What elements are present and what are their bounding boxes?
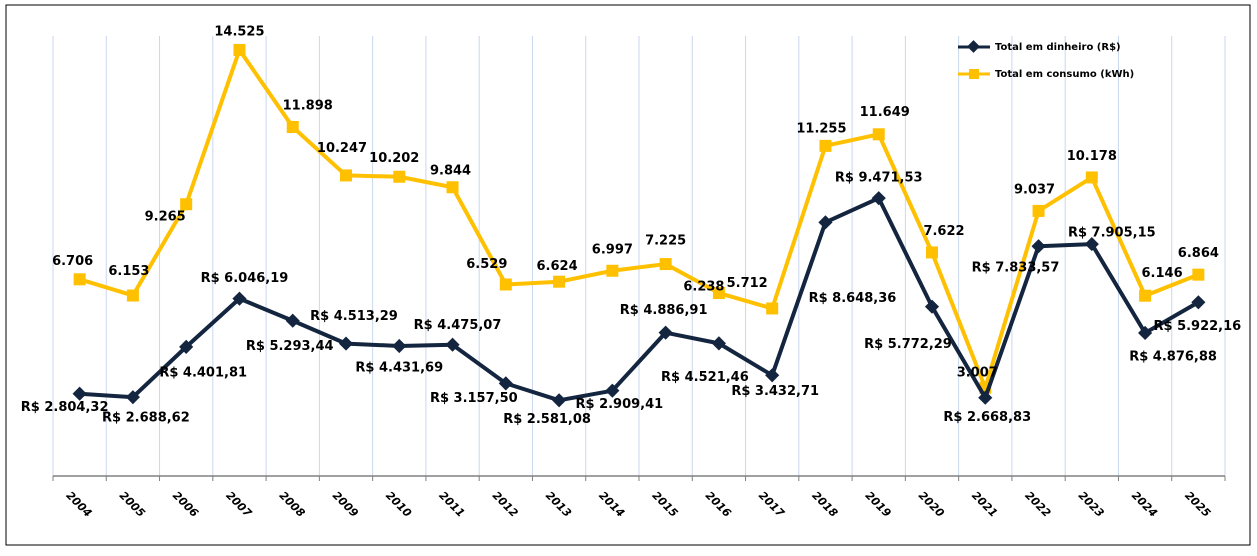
data-label-consumo: 10.247 [317,141,367,156]
data-point-consumo [180,198,193,211]
data-point-consumo [1032,204,1045,217]
data-point-consumo [233,43,246,56]
data-label-consumo: 6.238 [683,280,724,295]
series-line-consumo [79,47,1200,390]
data-point-dinheiro [978,390,993,405]
data-point-dinheiro [552,393,567,408]
data-point-dinheiro [765,368,780,383]
data-label-consumo: 7.622 [923,224,964,239]
data-point-dinheiro [285,313,300,328]
data-label-dinheiro: R$ 5.293,44 [246,339,334,354]
data-point-dinheiro [445,337,460,352]
data-point-dinheiro [179,339,194,354]
data-point-consumo [553,275,566,288]
data-label-dinheiro: R$ 4.475,07 [414,318,502,333]
data-label-dinheiro: R$ 7.833,57 [972,261,1060,276]
data-point-consumo [1139,289,1152,302]
data-point-consumo [393,170,406,183]
series-lines [72,43,1206,408]
data-label-consumo: 11.255 [796,121,846,136]
data-point-consumo [872,128,885,141]
data-point-dinheiro [1191,295,1206,310]
data-point-consumo [286,120,299,133]
data-label-dinheiro: R$ 3.157,50 [430,391,518,406]
square-marker-icon [969,69,979,79]
data-point-dinheiro [498,376,513,391]
data-label-consumo: 3.007 [957,365,998,380]
data-label-consumo: 9.265 [145,210,186,225]
data-label-consumo: 10.202 [369,151,419,166]
data-label-dinheiro: R$ 2.909,41 [575,397,663,412]
data-label-dinheiro: R$ 4.513,29 [310,309,398,324]
data-label-consumo: 14.525 [214,24,264,39]
data-label-dinheiro: R$ 5.922,16 [1153,319,1241,334]
data-label-dinheiro: R$ 6.046,19 [201,271,289,286]
data-point-consumo [819,139,832,152]
data-label-consumo: 10.178 [1067,149,1117,164]
data-label-consumo: 9.844 [430,164,471,179]
legend: Total em dinheiro (R$) Total em consumo … [958,40,1134,80]
data-point-consumo [766,302,779,315]
data-label-dinheiro: R$ 3.432,71 [731,384,819,399]
data-label-dinheiro: R$ 4.521,46 [661,370,749,385]
data-point-dinheiro [658,325,673,340]
data-point-consumo [606,264,619,277]
data-label-consumo: 5.712 [727,276,768,291]
data-label-dinheiro: R$ 8.648,36 [809,291,897,306]
data-point-dinheiro [232,291,247,306]
data-label-dinheiro: R$ 9.471,53 [835,171,923,186]
data-label-dinheiro: R$ 2.688,62 [102,411,190,426]
data-label-consumo: 6.146 [1142,266,1183,281]
data-point-dinheiro [711,336,726,351]
data-label-consumo: 6.624 [537,259,578,274]
data-point-dinheiro [1084,237,1099,252]
data-label-dinheiro: R$ 2.668,83 [943,410,1031,425]
data-point-dinheiro [818,215,833,230]
data-point-consumo [126,289,139,302]
chart-frame [5,4,1251,546]
legend-label-consumo: Total em consumo (kWh) [995,69,1134,80]
data-point-dinheiro [392,338,407,354]
data-labels: R$ 2.804,32R$ 2.688,62 R$ 4.401,81 R$ 6.04… [21,24,1241,426]
data-label-consumo: 6.997 [592,242,633,257]
data-point-dinheiro [871,191,886,206]
data-label-dinheiro: R$ 7.905,15 [1068,226,1156,241]
data-label-consumo: 6.529 [466,257,507,272]
legend-item-consumo: Total em consumo (kWh) [958,69,1134,80]
data-label-dinheiro: R$ 4.876,88 [1129,349,1217,364]
data-label-consumo: 11.898 [283,98,333,113]
data-point-dinheiro [1138,325,1153,341]
data-point-dinheiro [338,336,354,351]
data-label-dinheiro: R$ 4.431,69 [355,361,443,376]
data-label-dinheiro: R$ 4.886,91 [620,303,708,318]
data-point-dinheiro [605,383,620,398]
data-label-consumo: 7.225 [645,234,686,249]
data-point-consumo [446,181,459,194]
data-point-consumo [340,169,352,182]
data-label-consumo: 9.037 [1014,182,1055,197]
data-point-dinheiro [1031,239,1046,254]
data-label-consumo: 11.649 [860,105,910,120]
legend-label-dinheiro: Total em dinheiro (R$) [995,42,1121,53]
gridlines [52,36,1226,476]
data-label-consumo: 6.706 [52,254,93,269]
data-label-dinheiro: R$ 2.581,08 [503,412,591,427]
data-point-consumo [659,258,672,271]
data-point-consumo [499,278,512,291]
data-label-dinheiro: R$ 4.401,81 [159,365,247,380]
data-point-dinheiro [125,390,140,405]
series-line-dinheiro [79,196,1200,403]
data-label-dinheiro: R$ 5.772,29 [864,337,952,352]
data-point-consumo [1192,268,1205,281]
data-label-consumo: 6.864 [1178,246,1219,261]
data-point-consumo [926,246,938,259]
data-point-consumo [73,273,86,286]
data-point-consumo [712,287,725,300]
data-point-consumo [1085,171,1098,184]
data-label-dinheiro: R$ 2.804,32 [21,400,109,415]
data-label-consumo: 6.153 [108,264,149,279]
data-point-dinheiro [924,299,940,314]
data-point-dinheiro [72,386,87,401]
